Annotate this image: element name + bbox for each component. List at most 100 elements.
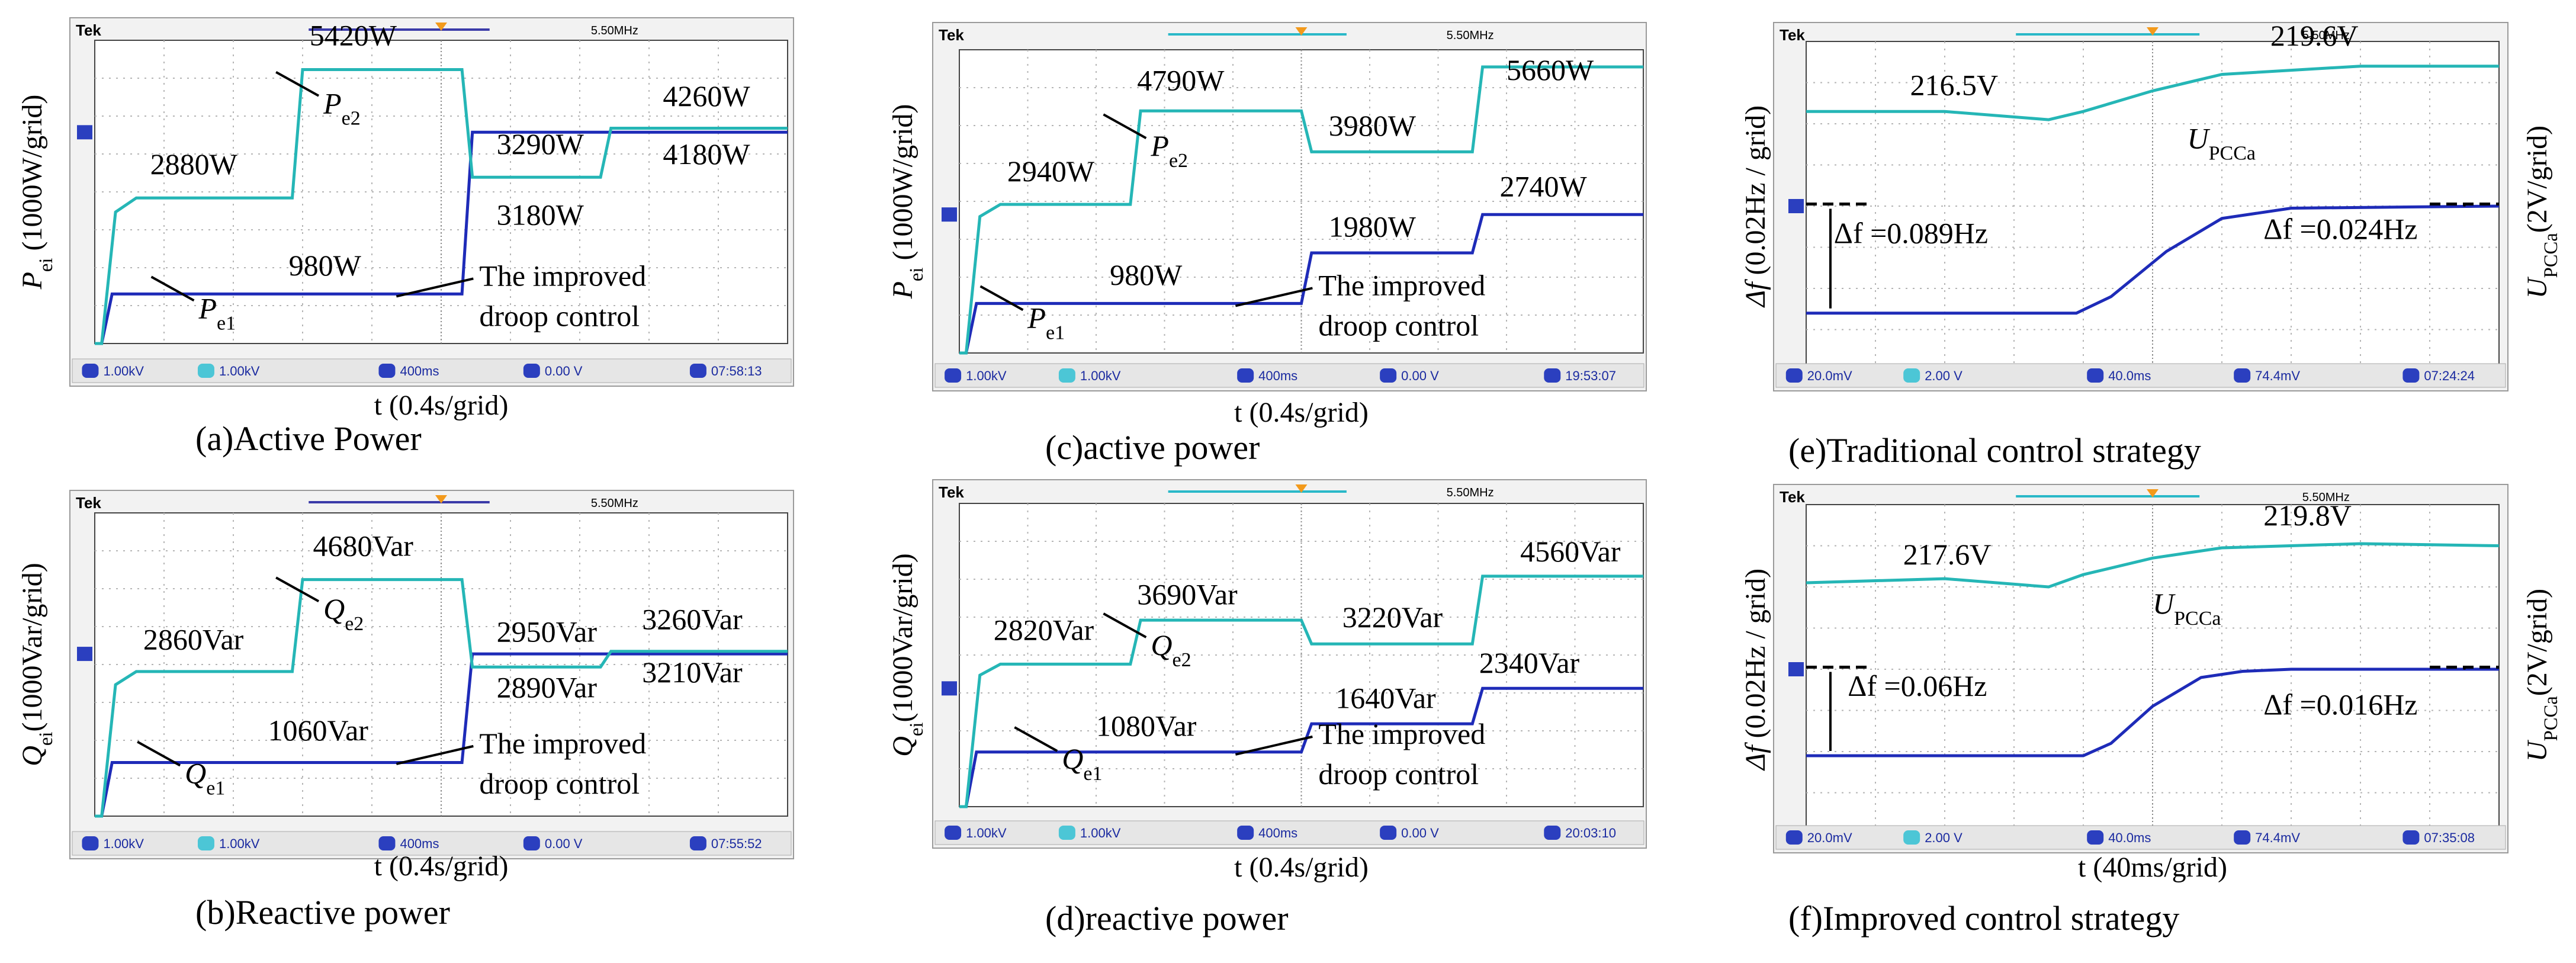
x-axis-label: t (0.4s/grid) <box>374 390 509 421</box>
channel-badge-icon <box>1544 368 1561 383</box>
delta-f-annotation: Δf =0.016Hz <box>2263 688 2417 721</box>
voltage-annotation: 219.6V <box>2270 19 2359 52</box>
channel-badge-icon <box>378 836 396 850</box>
series-label: Pe2 <box>323 87 361 130</box>
value-annotation: 2890Var <box>497 670 598 704</box>
scope-status-value: 1.00kV <box>1080 826 1121 840</box>
value-annotation: 3690Var <box>1137 578 1238 611</box>
channel-1-marker-icon <box>942 207 957 222</box>
droop-label-line2: droop control <box>1318 757 1479 791</box>
scope-status-value: 1.00kV <box>1080 368 1121 383</box>
scope-status-value: 1.00kV <box>219 836 260 851</box>
series-label-text: Pe1 <box>198 291 236 334</box>
series-label: Qe2 <box>1151 628 1191 671</box>
droop-arrow-icon <box>396 277 474 298</box>
delta-f-annotation: Δf =0.06Hz <box>1848 669 1987 702</box>
droop-label-line2: droop control <box>479 299 640 332</box>
value-annotation: 3210Var <box>642 656 743 689</box>
series-pointer-arrow-icon <box>1103 113 1147 139</box>
trigger-marker-icon <box>435 23 447 31</box>
trigger-marker-icon <box>1295 484 1308 493</box>
scope-status-value: 40.0ms <box>2108 368 2151 383</box>
scope-status-value: 74.4mV <box>2255 368 2300 383</box>
value-annotation: 2860Var <box>143 622 244 656</box>
droop-label-line2: droop control <box>479 767 640 800</box>
value-annotation: 2950Var <box>497 615 598 649</box>
scope-status-bar <box>72 358 792 383</box>
scope-freq: 5.50MHz <box>2302 29 2350 42</box>
scope-status-value: 2.00 V <box>1925 368 1962 383</box>
trigger-marker-icon <box>435 495 447 503</box>
y-axis-label: Qei(1000Var/grid) <box>887 553 927 756</box>
y-axis-label: Δf (0.02Hz / grid) <box>1740 105 1771 308</box>
channel-1-marker-icon <box>77 647 92 662</box>
channel-badge-icon <box>1380 826 1397 840</box>
scope-freq: 5.50MHz <box>2302 491 2350 504</box>
scope-freq: 5.50MHz <box>591 497 638 510</box>
channel-1-marker-icon <box>942 681 957 696</box>
panel-a: Tek 5.50MHz 1.00kV 1.00kV 400ms 0.00 V 07:58:1… <box>17 17 794 458</box>
panel-caption: (c)active power <box>1045 428 1260 467</box>
scope-brand: Tek <box>939 26 964 44</box>
series-label: Qe2 <box>323 592 364 635</box>
channel-badge-icon <box>197 364 214 378</box>
series-label: Pe2 <box>1150 129 1188 172</box>
scope-status-value: 19:53:07 <box>1565 368 1616 383</box>
series-pointer-arrow-icon <box>275 70 320 97</box>
series-label: UPCCa <box>2188 122 2256 165</box>
channel-badge-icon <box>523 364 540 378</box>
channel-badge-icon <box>689 364 706 378</box>
value-annotation: 3180W <box>497 198 584 231</box>
value-annotation: 5660W <box>1507 53 1594 86</box>
scope-status-value: 1.00kV <box>103 836 144 851</box>
scope-brand: Tek <box>76 21 101 39</box>
scope-status-value: 1.00kV <box>966 368 1007 383</box>
panel-caption: (a)Active Power <box>195 419 422 458</box>
voltage-annotation: 217.6V <box>1903 538 1992 571</box>
channel-badge-icon <box>2234 830 2251 845</box>
y-axis-label-text: Δf (0.02Hz / grid) <box>1740 105 1771 308</box>
panel-caption: (f)Improved control strategy <box>1788 899 2179 938</box>
channel-badge-icon <box>1785 830 1803 845</box>
series-label-text: Qe1 <box>1062 742 1102 785</box>
value-annotation: 980W <box>289 249 362 282</box>
channel-badge-icon <box>945 368 962 383</box>
y-axis-label-text: Pei (1000W/grid) <box>887 104 927 300</box>
value-annotation: 1640Var <box>1335 682 1436 715</box>
y-axis-label-right: UPCCa(2V/grid) <box>2522 126 2562 298</box>
droop-arrow-icon <box>1235 735 1313 756</box>
channel-1-marker-icon <box>1788 199 1804 213</box>
panel-caption: (e)Traditional control strategy <box>1788 431 2201 470</box>
x-axis-label: t (0.4s/grid) <box>374 850 509 882</box>
scope-brand: Tek <box>1780 488 1805 506</box>
value-annotation: 2880W <box>150 147 238 181</box>
scope-status-value: 07:35:08 <box>2424 830 2475 845</box>
x-axis-label: t (40ms/grid) <box>2078 852 2227 883</box>
channel-badge-icon <box>1058 368 1075 383</box>
scope-brand: Tek <box>939 483 964 501</box>
channel-1-marker-icon <box>1788 662 1804 676</box>
panel-e: Tek 5.50MHz 20.0mV 2.00 V 40.0ms 74.4mV 07:24:… <box>1740 19 2562 470</box>
panel-f: Tek 5.50MHz 20.0mV 2.00 V 40.0ms 74.4mV 07:35:… <box>1740 484 2562 938</box>
channel-badge-icon <box>82 364 99 378</box>
series-label-text: Pe2 <box>323 87 361 130</box>
channel-badge-icon <box>1237 368 1254 383</box>
series-label-text: Qe2 <box>1151 628 1191 671</box>
scope-freq: 5.50MHz <box>591 24 638 37</box>
y-axis-label: Qei(1000Var/grid) <box>17 563 57 766</box>
scope-status-value: 07:55:52 <box>711 836 762 851</box>
scope-status-value: 20:03:10 <box>1565 826 1616 840</box>
series-label: Qe1 <box>1062 742 1102 785</box>
value-annotation: 2740W <box>1499 169 1587 203</box>
series-label-text: Qe1 <box>185 757 225 800</box>
channel-badge-icon <box>689 836 706 850</box>
scope-status-value: 400ms <box>400 364 439 378</box>
trigger-marker-icon <box>2147 489 2159 497</box>
value-annotation: 1080Var <box>1096 710 1197 743</box>
scope-status-value: 0.00 V <box>545 364 583 378</box>
x-axis-label: t (0.4s/grid) <box>1234 397 1369 428</box>
series-pointer-arrow-icon <box>275 576 320 602</box>
value-annotation: 3260Var <box>642 602 743 635</box>
series-pointer-arrow-icon <box>979 285 1024 312</box>
